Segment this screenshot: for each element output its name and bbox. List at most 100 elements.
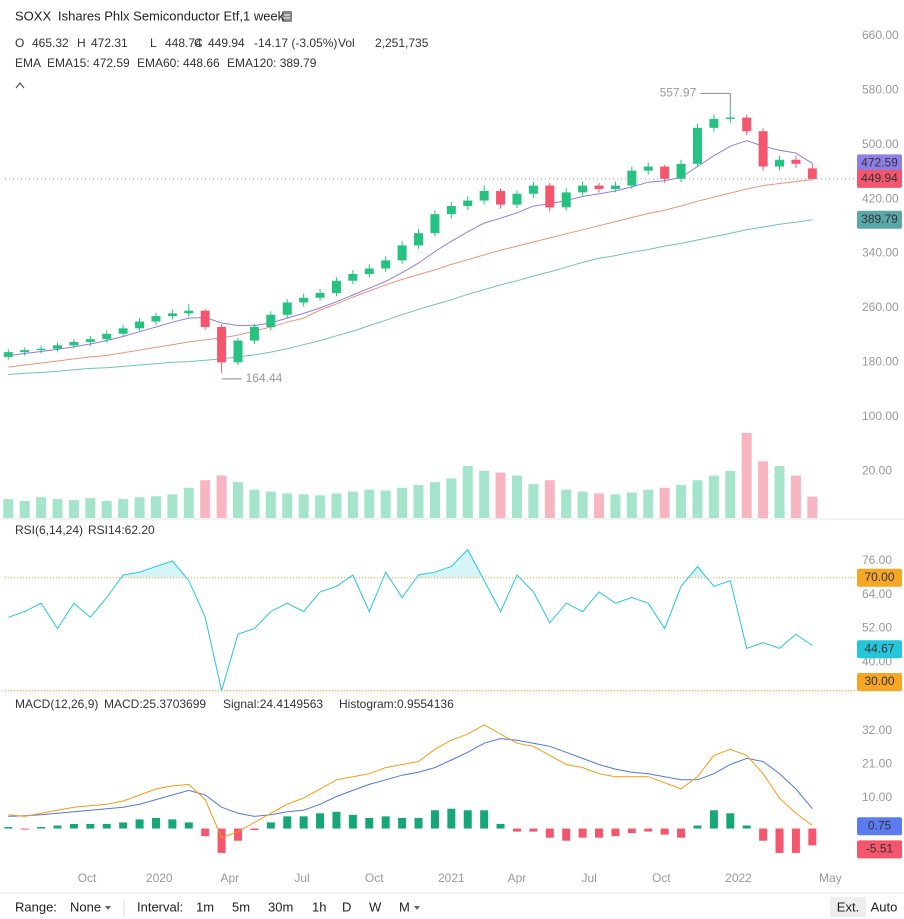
candle-body [364,268,374,274]
candle-body [381,260,391,269]
histogram-bar [512,828,521,832]
x-tick-label: Jul [581,871,596,885]
volume-bar [692,480,703,518]
macd-legend: Signal:24.4149563 [223,697,323,711]
ext-button[interactable]: Ext. [837,899,859,914]
y-tick-label: 500.00 [862,137,899,151]
auto-button[interactable]: Auto [871,899,898,914]
interval-button[interactable]: W [369,899,382,914]
volume-bar [446,478,457,518]
volume-bar [216,475,227,518]
histogram-bar [299,816,308,829]
level-badge-bg [857,673,902,691]
candle-body [643,166,653,171]
histogram-bar [578,828,587,838]
level-badge-bg [857,568,902,587]
volume-bar [167,494,178,518]
histogram-bar [562,828,571,841]
candle-body [282,302,292,315]
histogram-bar [168,819,177,829]
x-tick-label: Oct [365,871,384,885]
histogram-bar [332,811,341,829]
interval-button[interactable]: 1h [312,899,326,914]
candle-body [610,185,620,189]
change-label: -14.17 (-3.05%) [254,36,337,50]
interval-button[interactable]: 5m [232,899,250,914]
candle-body [118,328,128,334]
candle-body [266,314,276,327]
candle-body [151,316,161,322]
histogram-bar [151,817,160,829]
collapse-caret[interactable] [15,82,25,89]
volume-bar [183,487,194,518]
ohlc-label: C [194,36,203,50]
ema-line [8,219,813,376]
x-tick-label: 2022 [725,871,752,885]
volume-bar [495,472,506,518]
y-tick-label: 340.00 [862,246,899,260]
rsi-badge-bg [857,640,902,659]
ohlc-label: H [77,36,86,50]
histogram-bar [480,810,489,829]
candle-body [742,117,752,132]
histogram-bar [4,827,13,829]
ema-legend: EMA60: 448.66 [137,56,220,70]
candle-body [315,292,325,298]
histogram-bar [283,816,292,829]
volume-bar [462,466,473,518]
candle-body [725,117,735,119]
histogram-bar [726,813,735,829]
ema-legend: EMA15: 472.59 [47,56,130,70]
symbol: SOXX [15,8,51,23]
volume-bar [528,484,539,518]
ohlc-value: 448.74 [165,36,202,50]
rsi-badge: 44.67 [864,641,894,655]
ohlc-value: 465.32 [32,36,69,50]
candle-body [479,191,489,201]
candle-body [512,193,522,205]
histogram-bar [791,828,800,853]
candle-body [578,185,588,193]
y-tick-label: 32.00 [862,723,892,737]
volume-bar [200,480,211,518]
volume-bar [544,480,555,518]
candle-body [3,352,13,357]
volume-bar [413,484,424,518]
background [0,11,904,917]
interval-button[interactable]: 1m [196,899,214,914]
macd-legend: MACD:25.3703699 [104,697,206,711]
interval-button[interactable]: M [399,899,410,914]
volume-bar [708,475,719,518]
candle-body [184,310,194,314]
histogram-bar [184,822,193,829]
range-select[interactable]: None [70,899,101,914]
y-tick-label: 180.00 [862,354,899,368]
interval-button[interactable]: 30m [268,899,293,914]
histogram-bar [496,823,505,829]
y-tick-label: 660.00 [862,28,899,42]
macd-line [8,738,813,817]
candle-body [135,321,145,329]
histogram-bar [529,828,538,832]
interval-button[interactable]: D [342,899,351,914]
histogram-bar [37,827,46,829]
ema-line [8,140,813,356]
x-tick-label: Apr [220,871,239,885]
dropdown-caret [105,906,111,910]
candle-body [775,159,785,167]
candle-body [446,205,456,215]
instrument-name: Ishares Phlx Semiconductor Etf,1 week [58,8,285,23]
rsi-line [8,548,813,691]
candle-body [561,192,571,208]
ohlc-label: L [150,36,157,50]
ema120-badge-bg [857,210,902,229]
menu-icon[interactable] [282,11,292,22]
volume-bar [626,492,637,518]
volume-name: Vol [338,36,355,50]
candle-body [709,118,719,128]
histogram-bar [644,828,653,832]
histogram-bar [234,828,243,841]
histogram-bar [20,828,29,830]
volume-bar [315,495,326,518]
